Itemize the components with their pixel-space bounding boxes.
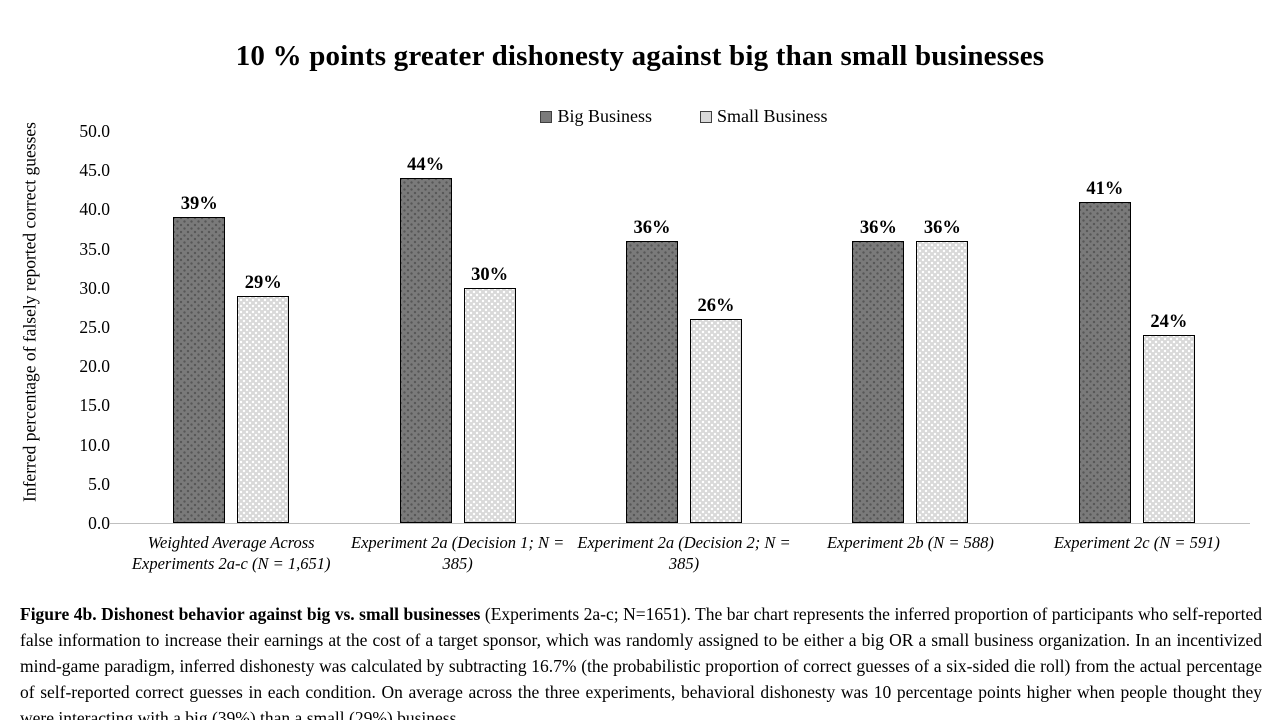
- bar-pair: 41% 24%: [1024, 179, 1250, 523]
- bar-value-label: 36%: [633, 218, 671, 238]
- bar-cell: 24%: [1142, 312, 1195, 523]
- y-axis-tick-label: 5.0: [88, 473, 110, 494]
- x-axis-category: Experiment 2a (Decision 1; N = 385): [344, 532, 570, 574]
- y-axis-tick-label: 50.0: [79, 121, 110, 141]
- bar-group: 36% 26%: [571, 131, 797, 523]
- x-axis-category: Weighted Average Across Experiments 2a-c…: [118, 532, 344, 574]
- bar-cell: 36%: [626, 218, 679, 523]
- figure-caption: Figure 4b. Dishonest behavior against bi…: [20, 601, 1262, 720]
- big-business-bar: [626, 241, 679, 523]
- x-axis-category: Experiment 2c (N = 591): [1024, 532, 1250, 574]
- big-business-bar: [399, 178, 452, 523]
- bar-cell: 29%: [237, 273, 290, 523]
- chart-title: 10 % points greater dishonesty against b…: [235, 40, 1045, 72]
- bar-cell: 30%: [463, 265, 516, 523]
- legend-item-big-business: Big Business: [540, 106, 652, 127]
- small-business-swatch-icon: [700, 110, 712, 123]
- bar-value-label: 36%: [923, 218, 961, 238]
- bar-pair: 36% 26%: [571, 218, 797, 523]
- x-axis-category-labels: Weighted Average Across Experiments 2a-c…: [118, 532, 1250, 574]
- y-axis-title: Inferred percentage of falsely reported …: [19, 122, 40, 502]
- small-business-bar: [916, 241, 969, 523]
- bar-cell: 41%: [1078, 179, 1131, 523]
- x-axis-category-text: Experiment 2b (N = 588): [826, 533, 994, 552]
- bar-value-label: 39%: [180, 194, 218, 214]
- bar-cell: 36%: [916, 218, 969, 523]
- y-axis-tick-label: 15.0: [79, 395, 110, 416]
- x-axis-category-text: Experiment 2a (Decision 2; N = 385): [577, 533, 791, 573]
- bar-group: 36% 36%: [797, 131, 1023, 523]
- bar-value-label: 41%: [1086, 179, 1124, 199]
- plot-area: 39% 29% 44% 30% 36% 26% 36% 36% 41% 24% 0.0 5.0 10.…: [79, 121, 1250, 533]
- figure-caption-lead: Figure 4b. Dishonest behavior against bi…: [20, 603, 481, 624]
- small-business-bar: [690, 319, 743, 523]
- bar-value-label: 36%: [859, 218, 897, 238]
- bar-group: 41% 24%: [1024, 131, 1250, 523]
- legend-label-small-business: Small Business: [717, 106, 828, 126]
- figure-caption-body: (Experiments 2a-c; N=1651). The bar char…: [20, 603, 1262, 720]
- bar-cell: 26%: [690, 296, 743, 523]
- bar-value-label: 24%: [1150, 312, 1188, 332]
- big-business-bar: [1078, 202, 1131, 523]
- chart-legend: Big Business Small Business: [118, 106, 1250, 127]
- x-axis-category-text: Weighted Average Across Experiments 2a-c…: [131, 533, 331, 573]
- y-axis-tick-label: 45.0: [79, 160, 110, 181]
- y-axis-tick-label: 10.0: [79, 434, 110, 455]
- bar-value-label: 44%: [407, 155, 445, 175]
- x-axis-line: [110, 523, 1250, 524]
- bar-cell: 36%: [852, 218, 905, 523]
- bar-value-label: 26%: [697, 296, 735, 316]
- bar-value-label: 29%: [244, 273, 282, 293]
- bar-pair: 44% 30%: [344, 155, 570, 523]
- bar-groups: 39% 29% 44% 30% 36% 26% 36% 36% 41% 24%: [118, 131, 1250, 523]
- legend-label-big-business: Big Business: [557, 106, 652, 126]
- bar-group: 39% 29%: [118, 131, 344, 523]
- x-axis-category: Experiment 2b (N = 588): [797, 532, 1023, 574]
- bar-pair: 39% 29%: [118, 194, 344, 523]
- bar-value-label: 30%: [471, 265, 509, 285]
- y-axis-tick-label: 25.0: [79, 317, 110, 337]
- small-business-bar: [463, 288, 516, 523]
- y-axis-tick-label: 0.0: [88, 513, 110, 533]
- y-axis-tick-label: 30.0: [79, 277, 110, 298]
- bar-cell: 39%: [173, 194, 226, 523]
- bar-pair: 36% 36%: [797, 218, 1023, 523]
- bar-cell: 44%: [399, 155, 452, 523]
- y-axis-tick-label: 20.0: [79, 356, 110, 377]
- big-business-swatch-icon: [540, 110, 553, 123]
- x-axis-category: Experiment 2a (Decision 2; N = 385): [571, 532, 797, 574]
- y-axis-tick-label: 35.0: [79, 238, 110, 259]
- y-axis-tick-label: 40.0: [79, 199, 110, 220]
- big-business-bar: [173, 217, 226, 523]
- x-axis-category-text: Experiment 2c (N = 591): [1053, 533, 1220, 552]
- bar-group: 44% 30%: [344, 131, 570, 523]
- small-business-bar: [1142, 335, 1195, 523]
- small-business-bar: [237, 296, 290, 523]
- x-axis-category-text: Experiment 2a (Decision 1; N = 385): [351, 533, 565, 573]
- legend-item-small-business: Small Business: [700, 106, 828, 127]
- big-business-bar: [852, 241, 905, 523]
